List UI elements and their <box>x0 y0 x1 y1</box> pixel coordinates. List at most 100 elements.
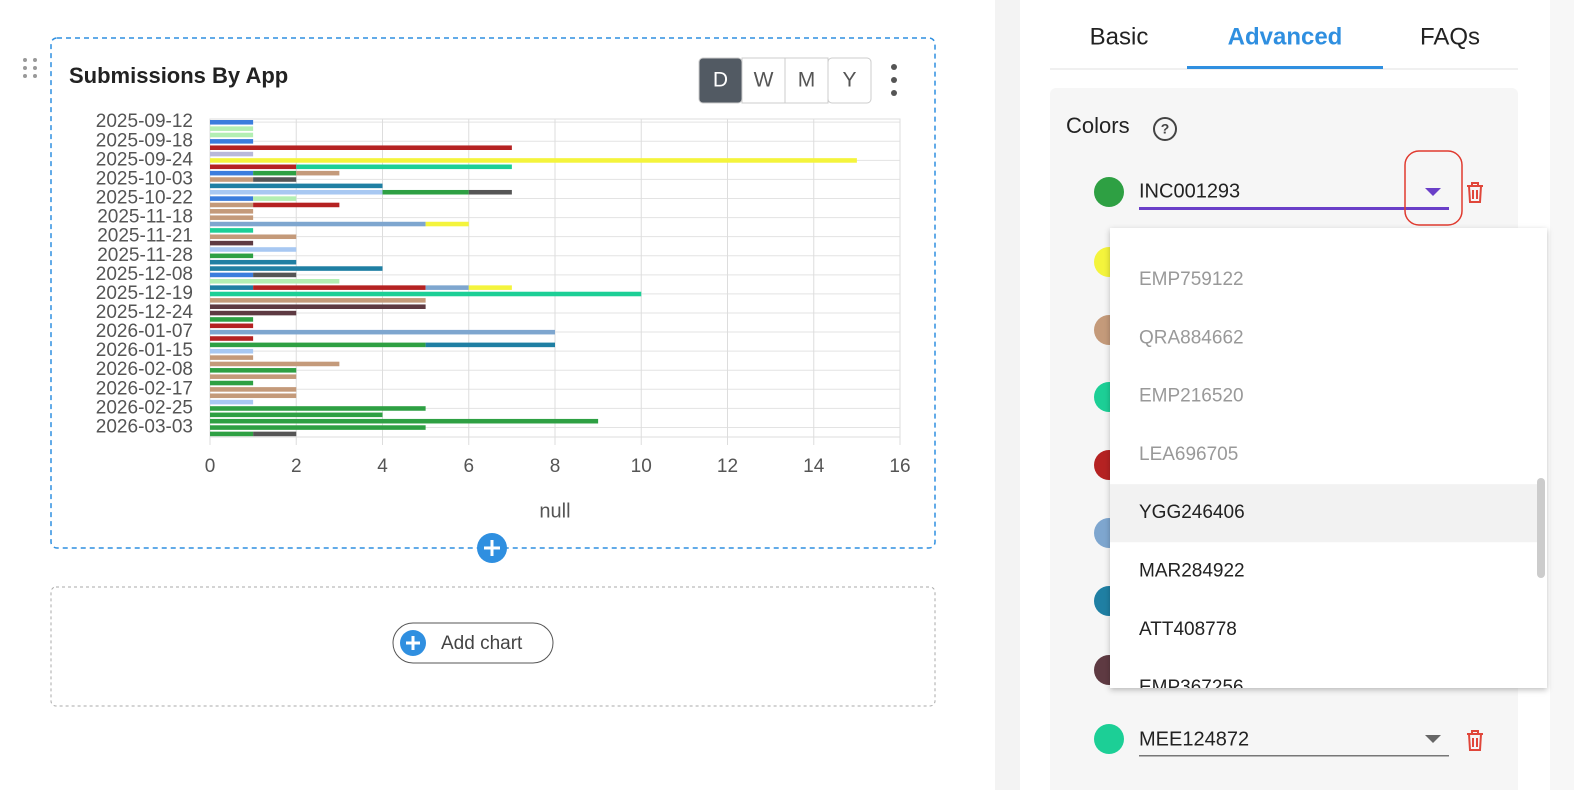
bar-segment <box>210 272 254 278</box>
dropdown-option[interactable]: EMP367256 <box>1139 677 1244 698</box>
bar-segment <box>210 399 254 405</box>
range-button-label: Y <box>842 69 856 92</box>
bar-segment <box>210 132 254 138</box>
bar-segment <box>210 215 254 220</box>
y-tick-label: 2025-11-21 <box>97 226 193 247</box>
bar-segment <box>210 323 254 329</box>
dropdown-option[interactable]: QRA884662 <box>1139 327 1244 348</box>
dropdown-scrollbar <box>1537 478 1545 578</box>
bar-segment <box>210 221 426 227</box>
chart-card <box>50 37 936 549</box>
bar-segment <box>210 259 297 265</box>
bar-segment <box>210 139 254 144</box>
x-tick-label: 14 <box>803 456 825 477</box>
delete-icon[interactable] <box>1467 182 1483 203</box>
add-below[interactable] <box>477 533 507 563</box>
y-tick-label: 2025-12-24 <box>96 302 194 323</box>
bar-segment <box>210 406 426 411</box>
bar-segment <box>210 412 383 418</box>
range-button[interactable] <box>827 57 872 104</box>
bar-segment <box>253 431 297 437</box>
color-select-value[interactable]: MEE124872 <box>1139 728 1249 750</box>
drag-handle[interactable] <box>23 58 37 78</box>
bar-segment <box>210 361 340 367</box>
tab-indicator <box>1187 66 1383 69</box>
bar-segment <box>210 234 297 240</box>
bar-segment <box>210 120 254 125</box>
x-tick-label: 0 <box>205 456 216 477</box>
bar-segment <box>210 310 297 316</box>
bar-segment <box>253 177 297 182</box>
bar-segment <box>210 279 340 284</box>
y-tick-label: 2025-11-28 <box>97 245 193 266</box>
y-tick-label: 2025-12-19 <box>96 283 193 304</box>
help-icon[interactable]: ? <box>1153 117 1177 141</box>
x-tick-label: 16 <box>889 456 910 477</box>
y-tick-label: 2025-12-08 <box>96 264 193 285</box>
x-tick-label: 4 <box>377 456 388 477</box>
x-tick-label: 8 <box>550 456 561 477</box>
tab[interactable]: Basic <box>1090 23 1149 50</box>
bar-segment <box>210 183 383 189</box>
add-chart-area <box>50 586 936 707</box>
delete-icon[interactable] <box>1467 730 1483 751</box>
select-underline <box>1139 207 1449 210</box>
y-tick-label: 2026-02-25 <box>96 397 193 418</box>
bar-segment <box>210 348 254 354</box>
bar-segment <box>210 374 297 379</box>
add-chart-button[interactable]: Add chart <box>392 622 554 664</box>
y-tick-label: 2025-11-18 <box>97 207 193 228</box>
color-select-value[interactable]: INC001293 <box>1139 180 1240 202</box>
dropdown-option[interactable]: ATT408778 <box>1139 619 1237 640</box>
bar-segment <box>296 164 512 170</box>
bar-segment <box>210 145 512 150</box>
bar-segment <box>210 387 297 392</box>
bar-segment <box>382 189 469 195</box>
dropdown-option[interactable]: MAR284922 <box>1139 561 1245 582</box>
chart-title: Submissions By App <box>69 63 288 88</box>
dropdown-option[interactable]: LEA696705 <box>1139 444 1238 465</box>
y-tick-label: 2026-01-15 <box>96 340 193 361</box>
menu-kebab[interactable] <box>891 64 897 96</box>
dropdown-option[interactable]: EMP759122 <box>1139 269 1244 290</box>
x-tick-label: 10 <box>631 456 652 477</box>
y-tick-label: 2025-10-22 <box>96 188 193 209</box>
tab[interactable]: Advanced <box>1228 23 1343 50</box>
dropdown-option[interactable]: EMP216520 <box>1139 386 1244 407</box>
tab[interactable]: FAQs <box>1420 23 1480 50</box>
y-tick-label: 2026-02-08 <box>96 359 193 380</box>
y-tick-label: 2025-09-12 <box>96 111 193 132</box>
bar-segment <box>210 380 254 386</box>
bar-segment <box>210 228 254 233</box>
dropdown-menu <box>1110 228 1547 688</box>
range-button-label: D <box>713 69 728 92</box>
range-button-label: M <box>798 69 816 92</box>
add-chart-label: Add chart <box>441 633 523 654</box>
color-swatch[interactable] <box>1094 177 1124 207</box>
bar-segment <box>210 247 297 252</box>
bar-segment <box>210 355 254 360</box>
bar-segment <box>253 170 297 176</box>
bar-segment <box>210 336 254 341</box>
bar-segment <box>210 342 426 348</box>
bar-segment <box>210 151 254 157</box>
bar-segment <box>210 209 254 214</box>
bar-segment <box>210 189 383 195</box>
select-underline <box>1139 755 1449 757</box>
bar-segment <box>210 126 254 131</box>
dropdown-arrow[interactable] <box>1425 735 1441 743</box>
range-button[interactable] <box>741 57 786 104</box>
dropdown-option[interactable]: YGG246406 <box>1139 502 1245 523</box>
dropdown-arrow[interactable] <box>1425 188 1441 196</box>
color-swatch[interactable] <box>1094 724 1124 754</box>
colors-label: Colors <box>1066 113 1130 138</box>
bar-segment <box>210 393 297 399</box>
bar-segment <box>296 170 340 176</box>
bar-segment <box>210 298 426 303</box>
bar-segment <box>253 202 340 208</box>
tabs: Basic Advanced FAQs <box>1090 23 1480 50</box>
bar-segment <box>253 272 297 278</box>
bar-segment <box>210 164 297 170</box>
bar-segment <box>253 196 297 201</box>
